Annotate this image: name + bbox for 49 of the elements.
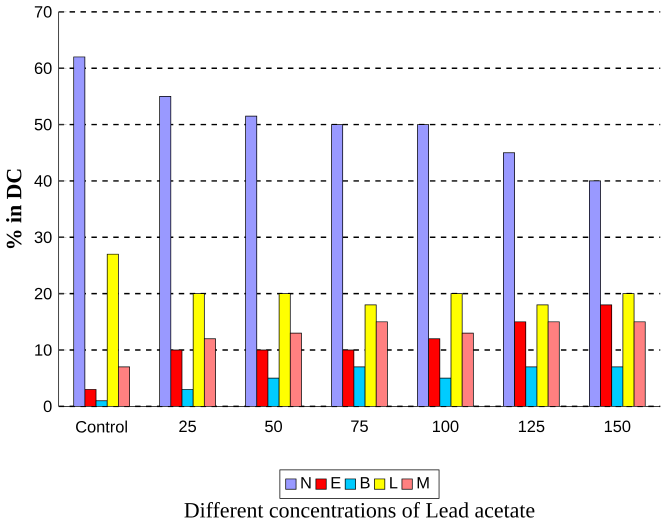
y-tick-label: 0 xyxy=(44,400,52,412)
x-tick-label: 150 xyxy=(604,420,630,432)
bar xyxy=(514,322,526,407)
bar xyxy=(634,322,646,407)
x-tick-label: 125 xyxy=(518,420,544,432)
bar xyxy=(526,367,537,407)
x-tick-label: 50 xyxy=(265,420,282,432)
bar xyxy=(246,116,257,407)
bar xyxy=(107,254,118,407)
bar xyxy=(354,367,366,407)
legend-label: B xyxy=(360,477,370,489)
bar xyxy=(611,366,624,407)
y-axis-title: % in DC xyxy=(6,170,22,248)
x-tick-label: Control xyxy=(76,420,127,433)
legend-label: M xyxy=(418,477,429,489)
bar xyxy=(332,124,343,407)
legend-label: N xyxy=(301,477,311,489)
bar xyxy=(256,350,268,407)
bar xyxy=(462,333,474,407)
bar xyxy=(279,294,290,407)
y-tick-label: 40 xyxy=(34,175,52,187)
x-tick-label: 75 xyxy=(351,420,368,432)
bar xyxy=(589,180,601,407)
bar xyxy=(342,350,354,407)
y-tick-label: 30 xyxy=(34,232,52,244)
y-tick-label: 10 xyxy=(35,344,52,356)
x-axis-title: Different concentrations of Lead acetate xyxy=(184,502,534,518)
bar xyxy=(365,305,376,407)
y-tick-label: 60 xyxy=(34,62,52,74)
bar xyxy=(290,333,302,407)
bar xyxy=(204,338,216,407)
bar xyxy=(160,96,171,407)
bar xyxy=(193,294,204,407)
x-tick-label: 100 xyxy=(433,420,458,432)
bar xyxy=(170,350,182,407)
bar xyxy=(440,378,451,407)
bar xyxy=(600,304,612,407)
x-tick-label: 25 xyxy=(179,420,196,432)
legend-label: L xyxy=(390,477,398,489)
bar xyxy=(428,338,440,407)
bar xyxy=(376,322,388,407)
y-tick-label: 50 xyxy=(34,118,52,131)
y-tick-label: 70 xyxy=(34,6,52,18)
legend-label: E xyxy=(332,477,340,489)
bar xyxy=(548,322,560,407)
y-tick-label: 20 xyxy=(34,288,52,300)
bar xyxy=(417,124,429,407)
bar xyxy=(450,294,462,407)
bar xyxy=(74,57,85,407)
